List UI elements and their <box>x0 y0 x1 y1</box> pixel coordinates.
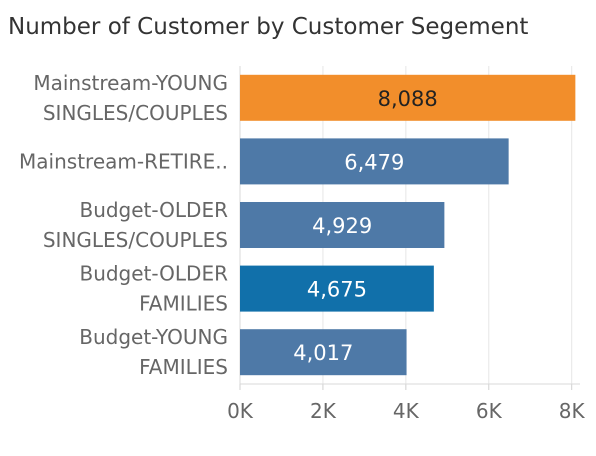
category-label: FAMILIES <box>139 355 228 379</box>
bar-value-label: 4,675 <box>307 278 367 302</box>
category-label: Budget-OLDER <box>79 198 228 222</box>
category-label: Budget-YOUNG <box>79 325 228 349</box>
category-label: SINGLES/COUPLES <box>43 228 228 252</box>
x-tick-label: 2K <box>310 399 337 423</box>
bars: 8,088 6,479 4,929 4,675 4,017 <box>240 74 576 376</box>
x-axis: 0K 2K 4K 6K 8K <box>227 383 586 423</box>
x-tick-label: 4K <box>393 399 420 423</box>
category-labels: Mainstream-YOUNG SINGLES/COUPLES Mainstrea… <box>19 71 228 379</box>
x-tick-label: 8K <box>559 399 586 423</box>
bar-value-label: 6,479 <box>344 150 404 174</box>
bar[interactable] <box>240 202 445 248</box>
bar[interactable] <box>240 329 407 376</box>
category-label: Mainstream-YOUNG <box>33 71 228 95</box>
category-label: FAMILIES <box>139 292 228 316</box>
category-label: Mainstream-RETIRE.. <box>19 149 228 173</box>
bar[interactable] <box>240 138 509 185</box>
category-label: SINGLES/COUPLES <box>43 101 228 125</box>
bar[interactable] <box>240 74 576 121</box>
category-label: Budget-OLDER <box>79 262 228 286</box>
bar-value-label: 8,088 <box>378 87 438 111</box>
x-tick-label: 6K <box>476 399 503 423</box>
x-tick-label: 0K <box>227 399 254 423</box>
bar-value-label: 4,929 <box>312 214 372 238</box>
chart-title: Number of Customer by Customer Segement <box>8 14 529 40</box>
bar[interactable] <box>240 265 434 312</box>
bar-value-label: 4,017 <box>293 341 353 365</box>
